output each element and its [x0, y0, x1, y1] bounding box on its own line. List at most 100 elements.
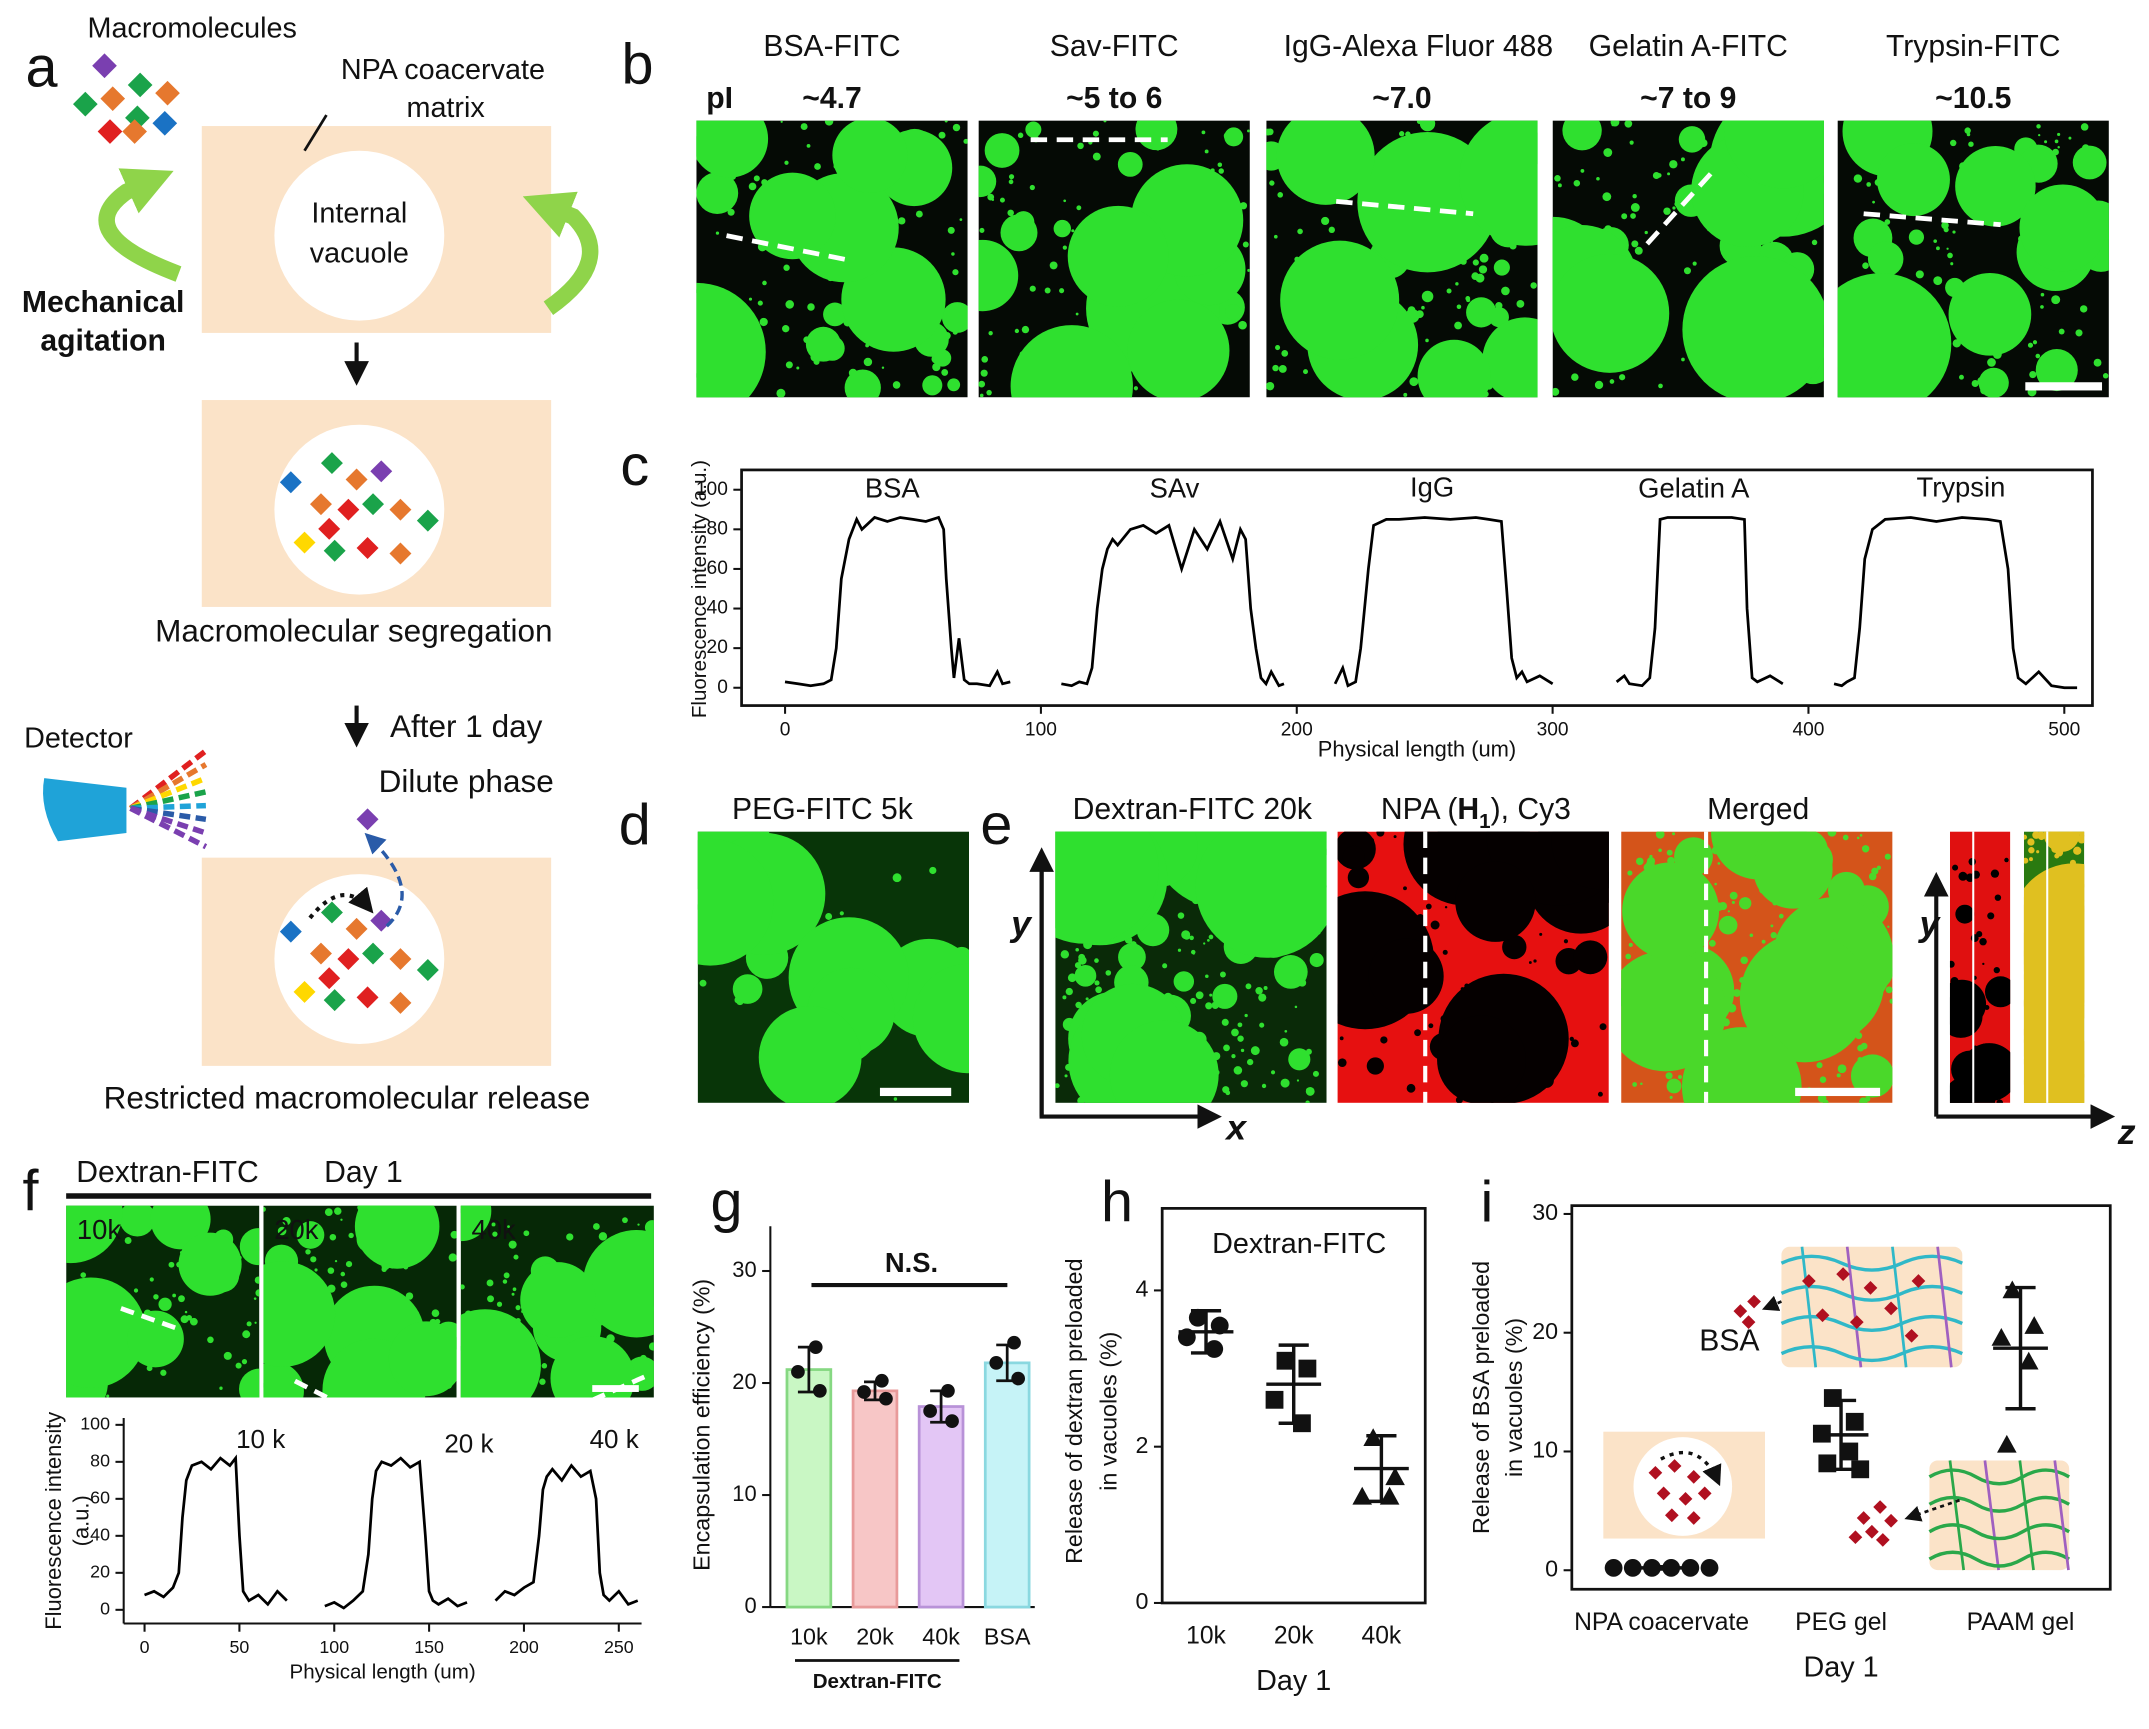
- speck: [1250, 1046, 1260, 1056]
- panel-label: e: [980, 793, 1012, 857]
- speck: [1943, 227, 1949, 233]
- speck: [1597, 1091, 1603, 1097]
- diamond: [389, 991, 412, 1014]
- text: Merged: [1707, 793, 1809, 826]
- droplet: [1117, 151, 1143, 177]
- speck: [715, 231, 720, 235]
- polymer: [1928, 1523, 2071, 1541]
- droplet: [1421, 290, 1434, 303]
- speck: [1976, 931, 1983, 938]
- profile-line: [1061, 517, 1285, 688]
- speck: [2057, 132, 2061, 137]
- speck: [863, 357, 873, 367]
- speck: [1982, 962, 1985, 966]
- diamond: [389, 498, 412, 521]
- speck: [255, 1289, 260, 1297]
- speck: [2079, 305, 2088, 313]
- speck: [1632, 1082, 1638, 1087]
- speck: [637, 1223, 640, 1226]
- data-point: [1293, 1414, 1311, 1433]
- annotation: N.S.: [885, 1247, 938, 1278]
- data-point: [1363, 1428, 1383, 1446]
- polymer: [1780, 1254, 1963, 1272]
- speck: [1428, 1023, 1434, 1029]
- speck: [1479, 253, 1489, 263]
- droplet: [263, 1361, 304, 1398]
- speck: [757, 300, 763, 306]
- diamond: [152, 110, 178, 136]
- speck: [648, 1342, 654, 1351]
- speck: [785, 361, 793, 369]
- speck: [1749, 933, 1754, 938]
- diamond: [1848, 1530, 1863, 1545]
- speck: [978, 380, 986, 388]
- droplet: [1949, 979, 1987, 1028]
- axis-letter: y: [1009, 904, 1033, 944]
- axis-label: in vacuoles (%): [1501, 1318, 1527, 1477]
- speck: [1640, 1082, 1643, 1086]
- text: Dilute phase: [379, 763, 554, 799]
- speck: [1594, 380, 1604, 390]
- annotation: Trypsin: [1917, 471, 2006, 502]
- speck: [1075, 947, 1079, 952]
- diamond: [1667, 1459, 1682, 1473]
- diamond: [100, 86, 126, 111]
- text: BSA-FITC: [763, 30, 900, 63]
- speck: [929, 866, 937, 875]
- bar: [851, 1389, 899, 1609]
- annotation: Gelatin A: [1638, 473, 1750, 504]
- diamond: [1733, 1304, 1748, 1318]
- panel-label: g: [711, 1170, 743, 1234]
- droplet: [1551, 831, 1609, 890]
- speck: [1071, 229, 1075, 233]
- speck: [2051, 295, 2061, 305]
- speck: [254, 1276, 260, 1284]
- speck: [1305, 1100, 1310, 1103]
- speck: [1842, 834, 1849, 841]
- droplet: [1224, 127, 1244, 147]
- diamond: [370, 460, 393, 483]
- speck: [987, 193, 995, 201]
- speck: [1655, 831, 1665, 839]
- speck: [2068, 136, 2072, 140]
- speck: [2023, 834, 2028, 840]
- speck: [1669, 160, 1678, 169]
- speck: [1952, 864, 1959, 871]
- speck: [405, 1292, 414, 1300]
- speck: [1065, 987, 1073, 996]
- speck: [314, 1268, 318, 1272]
- droplet: [941, 302, 968, 333]
- shape: [130, 802, 206, 812]
- speck: [1085, 997, 1089, 1001]
- speck: [1714, 882, 1717, 886]
- speck: [2044, 140, 2048, 144]
- speck: [1827, 831, 1837, 837]
- diamond: [1904, 1328, 1919, 1343]
- diamond: [362, 493, 384, 516]
- droplet: [1000, 214, 1038, 252]
- speck: [1376, 831, 1385, 837]
- speck: [1836, 1073, 1841, 1078]
- title-part: H: [1457, 793, 1479, 826]
- data-point: [1210, 1316, 1229, 1335]
- speck: [1094, 980, 1100, 986]
- droplet: [1955, 904, 1975, 924]
- diamond: [293, 980, 316, 1003]
- speck: [1552, 387, 1560, 396]
- data-point: [857, 1385, 871, 1399]
- speck: [1936, 246, 1940, 251]
- speck: [753, 175, 760, 182]
- droplet: [1753, 831, 1833, 909]
- polymer: [1928, 1495, 2071, 1513]
- text: ~7 to 9: [1640, 82, 1736, 115]
- data-point: [2018, 1351, 2039, 1370]
- speck: [1339, 1036, 1344, 1041]
- data-point: [1681, 1558, 1700, 1577]
- axis-label: in vacuoles (%): [1095, 1332, 1121, 1491]
- speck: [1103, 120, 1107, 123]
- speck: [1727, 910, 1730, 913]
- bar: [785, 1368, 833, 1609]
- speck: [1950, 262, 1954, 266]
- speck: [1075, 312, 1079, 316]
- droplet: [758, 1006, 862, 1103]
